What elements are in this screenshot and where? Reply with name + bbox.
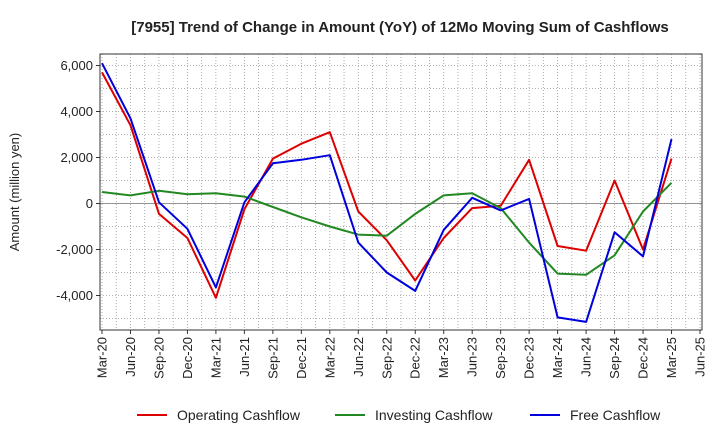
y-tick-label: 2,000	[60, 150, 93, 165]
operating-cashflow-line	[101, 71, 673, 299]
free-cashflow-line	[101, 62, 673, 323]
y-axis-ticks: 6,000 4,000 2,000 0 -2,000 -4,000	[56, 58, 100, 303]
x-axis-ticks: Mar-20 Jun-20 Sep-20 Dec-20 Mar-21 Jun-21 Sep-…	[95, 330, 708, 379]
x-tick-label: Jun-20	[123, 337, 138, 377]
grid-lines	[100, 54, 702, 330]
x-tick-label: Jun-24	[579, 337, 594, 377]
x-tick-label: Sep-24	[607, 337, 622, 379]
y-tick-label: -2,000	[56, 242, 93, 257]
y-tick-label: -4,000	[56, 288, 93, 303]
x-tick-label: Mar-24	[550, 337, 565, 378]
y-tick-label: 6,000	[60, 58, 93, 73]
x-tick-label: Sep-23	[493, 337, 508, 379]
x-tick-label: Jun-21	[237, 337, 252, 377]
plot-frame	[99, 53, 703, 331]
x-tick-label: Mar-20	[95, 337, 110, 378]
x-tick-label: Sep-21	[265, 337, 280, 379]
x-tick-label: Jun-22	[351, 337, 366, 377]
x-tick-label: Dec-20	[180, 337, 195, 379]
x-tick-label: Jun-23	[465, 337, 480, 377]
free-cashflow-legend-label: Free Cashflow	[570, 407, 661, 423]
x-tick-label: Dec-22	[408, 337, 423, 379]
investing-cashflow-legend-label: Investing Cashflow	[375, 407, 493, 423]
x-tick-label: Mar-21	[208, 337, 223, 378]
y-tick-label: 4,000	[60, 104, 93, 119]
x-tick-label: Dec-23	[522, 337, 537, 379]
x-tick-label: Dec-24	[636, 337, 651, 379]
x-tick-label: Sep-22	[379, 337, 394, 379]
chart-title: [7955] Trend of Change in Amount (YoY) o…	[131, 19, 669, 36]
x-tick-label: Jun-25	[693, 337, 708, 377]
legend: Operating Cashflow Investing Cashflow Free…	[137, 407, 661, 423]
x-tick-label: Mar-25	[664, 337, 679, 378]
investing-cashflow-line	[101, 182, 673, 276]
x-tick-label: Mar-22	[322, 337, 337, 378]
x-tick-label: Mar-23	[436, 337, 451, 378]
y-tick-label: 0	[86, 196, 93, 211]
x-tick-label: Dec-21	[294, 337, 309, 379]
y-axis-label: Amount (million yen)	[7, 133, 22, 252]
operating-cashflow-legend-label: Operating Cashflow	[177, 407, 301, 423]
series-group	[101, 62, 673, 323]
x-tick-label: Sep-20	[151, 337, 166, 379]
